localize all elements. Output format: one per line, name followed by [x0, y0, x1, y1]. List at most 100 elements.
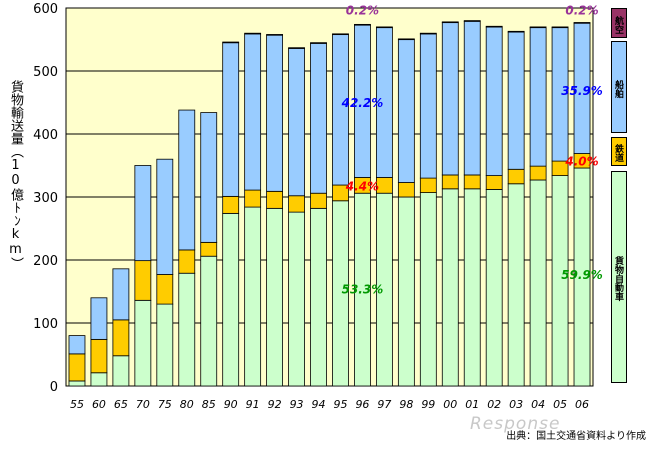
bar-segment-rail [397, 182, 415, 198]
bar-segment-rail [266, 190, 284, 209]
y-tick-label: 0 [50, 380, 58, 395]
bar-segment-truck [244, 206, 262, 387]
legend-ship: 船舶 [611, 41, 627, 133]
x-tick-label: 85 [202, 398, 216, 411]
bar-segment-rail [178, 249, 196, 274]
x-tick-label: 04 [531, 398, 545, 411]
bar-segment-air [507, 30, 525, 33]
bar-segment-ship [310, 42, 327, 194]
bar-segment-ship [485, 26, 503, 176]
bar-segment-truck [485, 189, 503, 387]
bar-segment-truck [441, 188, 459, 387]
bar-segment-rail [507, 168, 525, 185]
bar-segment-ship [529, 27, 547, 167]
x-tick-label: 90 [224, 398, 238, 411]
bar-segment-air [419, 32, 437, 35]
bar-segment-ship [507, 31, 525, 170]
x-tick-label: 95 [333, 398, 347, 411]
x-tick-label: 96 [355, 398, 369, 411]
x-tick-label: 06 [575, 398, 589, 411]
bar-segment-rail [90, 338, 108, 374]
bar-segment-air [397, 38, 415, 41]
bar-segment-ship [266, 34, 284, 192]
bar-segment-truck [178, 272, 196, 387]
bar-segment-ship [419, 33, 437, 179]
bar-segment-rail [244, 189, 262, 208]
share-annotation: 35.9% [561, 84, 603, 98]
bar-segment-truck [90, 372, 108, 387]
bar-segment-ship [222, 42, 240, 197]
bar-segment-truck [288, 211, 305, 387]
x-tick-label: 00 [443, 398, 457, 411]
source-note: 出典：国土交通省資料より作成 [506, 431, 646, 442]
bar-segment-truck [463, 188, 481, 387]
x-tick-label: 70 [136, 398, 150, 411]
x-tick-label: 01 [465, 398, 479, 411]
share-annotation: 0.2% [346, 3, 379, 17]
bar-segment-truck [68, 380, 86, 387]
bar-segment-truck [507, 183, 525, 387]
bar-segment-rail [310, 192, 327, 209]
bar-segment-rail [441, 174, 459, 190]
bar-segment-ship [112, 268, 130, 321]
bar-segment-rail [485, 175, 503, 190]
x-tick-label: 93 [290, 398, 304, 411]
bar-segment-truck [310, 207, 327, 387]
bar-segment-air [266, 34, 284, 36]
x-tick-label: 55 [70, 398, 84, 411]
bar-segment-ship [397, 39, 415, 183]
legend-truck: 貨物自動車 [611, 171, 627, 383]
bar-segment-air [573, 22, 591, 24]
y-tick-label: 200 [33, 254, 58, 269]
bar-segment-air [485, 25, 503, 28]
bar-segment-air [441, 21, 459, 24]
bar-segment-air [551, 26, 569, 29]
x-tick-label: 65 [114, 398, 128, 411]
bar-segment-truck [134, 299, 152, 387]
bar-segment-air [463, 20, 481, 22]
bar-segment-rail [529, 165, 547, 181]
bar-segment-truck [200, 255, 218, 387]
bar-segment-ship [200, 112, 218, 243]
x-tick-label: 02 [487, 398, 501, 411]
legend-air: 航空 [611, 8, 627, 38]
x-tick-label: 99 [421, 398, 435, 411]
share-annotation: 4.4% [345, 180, 379, 194]
bar-segment-air [310, 42, 327, 44]
bar-segment-air [332, 33, 349, 36]
bar-segment-rail [463, 174, 481, 190]
bar-segment-ship [156, 158, 174, 275]
bar-segment-rail [68, 353, 86, 382]
share-annotation: 59.9% [561, 268, 603, 282]
bar-segment-truck [529, 179, 547, 387]
y-tick-label: 500 [33, 65, 58, 80]
bar-segment-rail [419, 177, 437, 193]
y-axis-label: 貨物輸送量（10億ﾄﾝkm） [8, 80, 23, 270]
x-tick-label: 60 [92, 398, 106, 411]
y-tick-label: 300 [33, 191, 58, 206]
bar-segment-truck [419, 192, 437, 387]
x-tick-label: 05 [553, 398, 567, 411]
bar-segment-rail [112, 319, 130, 357]
bar-segment-air [244, 32, 262, 35]
bar-segment-air [354, 23, 371, 26]
bar-segment-rail [200, 241, 218, 257]
bar-segment-truck [266, 207, 284, 387]
x-tick-label: 03 [509, 398, 523, 411]
bar-segment-air [375, 26, 393, 29]
bar-segment-ship [288, 47, 305, 197]
share-annotation: 4.0% [564, 155, 598, 169]
x-tick-label: 92 [268, 398, 282, 411]
bar-segment-air [222, 41, 240, 44]
bar-segment-truck [397, 196, 415, 387]
watermark-logo: Response [470, 414, 561, 434]
bar-segment-truck [222, 212, 240, 387]
x-tick-label: 94 [312, 398, 326, 411]
share-annotation: 42.2% [341, 96, 384, 110]
share-annotation: 53.3% [342, 282, 384, 296]
x-tick-label: 91 [246, 398, 260, 411]
bar-segment-rail [222, 195, 240, 214]
bar-segment-ship [90, 297, 108, 340]
bar-segment-air [529, 26, 547, 29]
